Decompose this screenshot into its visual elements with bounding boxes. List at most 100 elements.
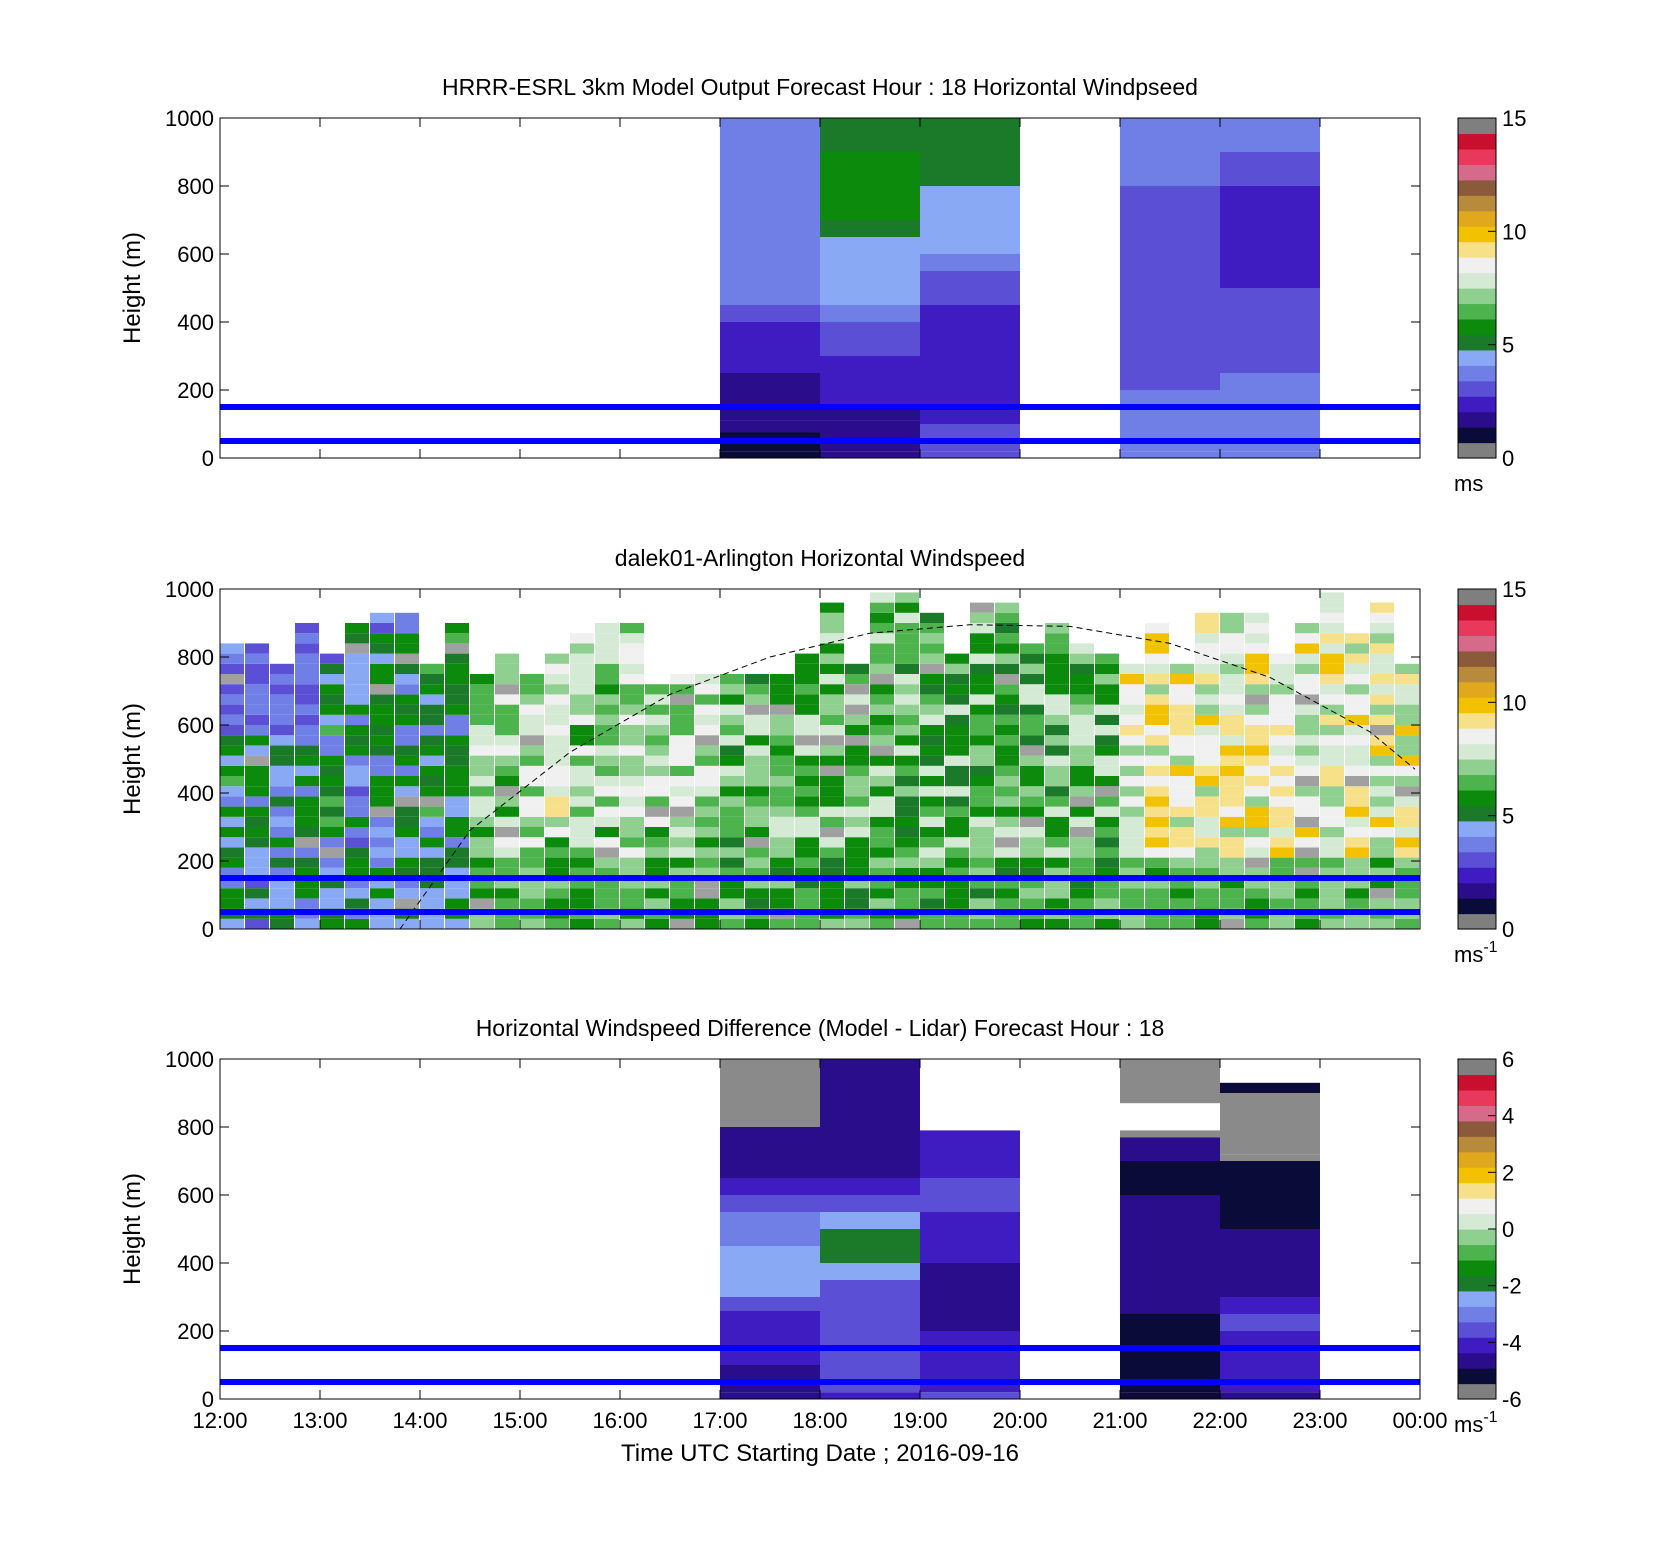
heatmap-cell <box>270 663 294 674</box>
heatmap-cell <box>220 918 244 929</box>
heatmap-cell <box>1295 878 1319 889</box>
heatmap-cell <box>1095 827 1119 838</box>
heatmap-cell <box>1120 1331 1220 1348</box>
heatmap-cell <box>395 725 419 736</box>
heatmap-cell <box>1295 653 1319 664</box>
heatmap-cell <box>320 684 344 695</box>
heatmap-cell <box>1345 643 1369 654</box>
y-tick-label: 600 <box>177 713 214 738</box>
heatmap-cell <box>695 714 719 725</box>
heatmap-cell <box>945 806 969 817</box>
heatmap-cell <box>495 827 519 838</box>
heatmap-cell <box>1270 867 1294 878</box>
heatmap-cell <box>745 796 769 807</box>
heatmap-cell <box>920 755 944 766</box>
heatmap-cell <box>1295 827 1319 838</box>
heatmap-cell <box>570 704 594 715</box>
heatmap-cell <box>1320 674 1344 685</box>
heatmap-cell <box>720 432 820 443</box>
heatmap-cell <box>320 704 344 715</box>
heatmap-cell <box>620 623 644 634</box>
heatmap-cell <box>595 663 619 674</box>
heatmap-cell <box>370 786 394 797</box>
heatmap-cell <box>320 714 344 725</box>
heatmap-cell <box>820 186 920 220</box>
y-tick-label: 800 <box>177 1115 214 1140</box>
heatmap-cell <box>645 735 669 746</box>
heatmap-cell <box>920 1212 1020 1229</box>
heatmap-cell <box>220 745 244 756</box>
heatmap-cell <box>1320 776 1344 787</box>
heatmap-cell <box>1220 776 1244 787</box>
heatmap-cell <box>1070 714 1094 725</box>
heatmap-cell <box>1145 837 1169 848</box>
heatmap-cell <box>395 684 419 695</box>
heatmap-cell <box>1120 816 1144 827</box>
heatmap-cell <box>295 725 319 736</box>
heatmap-cell <box>620 898 644 909</box>
heatmap-cell <box>295 765 319 776</box>
panel-difference-cells <box>720 1059 1320 1399</box>
heatmap-cell <box>870 623 894 634</box>
heatmap-cell <box>570 755 594 766</box>
heatmap-cell <box>1245 776 1269 787</box>
heatmap-cell <box>920 806 944 817</box>
heatmap-cell <box>920 1144 1020 1161</box>
heatmap-cell <box>720 1161 820 1178</box>
heatmap-cell <box>820 1365 920 1393</box>
heatmap-cell <box>920 1365 1020 1393</box>
heatmap-cell <box>445 867 469 878</box>
heatmap-cell <box>1195 684 1219 695</box>
colorbar-tick-label: 10 <box>1502 690 1526 715</box>
heatmap-cell <box>1020 888 1044 899</box>
heatmap-cell <box>345 786 369 797</box>
heatmap-cell <box>1345 684 1369 695</box>
heatmap-cell <box>445 806 469 817</box>
heatmap-cell <box>1220 674 1244 685</box>
heatmap-cell <box>545 837 569 848</box>
heatmap-cell <box>820 373 920 390</box>
heatmap-cell <box>495 765 519 776</box>
heatmap-cell <box>1395 776 1419 787</box>
heatmap-cell <box>1070 735 1094 746</box>
heatmap-cell <box>1095 888 1119 899</box>
heatmap-cell <box>270 827 294 838</box>
heatmap-cell <box>1020 735 1044 746</box>
heatmap-cell <box>245 898 269 909</box>
heatmap-cell <box>1345 745 1369 756</box>
heatmap-cell <box>945 653 969 664</box>
heatmap-cell <box>770 847 794 858</box>
heatmap-cell <box>245 694 269 705</box>
heatmap-cell <box>545 786 569 797</box>
heatmap-cell <box>520 857 544 868</box>
heatmap-cell <box>270 857 294 868</box>
heatmap-cell <box>1295 776 1319 787</box>
heatmap-cell <box>920 765 944 776</box>
heatmap-cell <box>720 776 744 787</box>
heatmap-cell <box>995 796 1019 807</box>
heatmap-cell <box>245 796 269 807</box>
heatmap-cell <box>1370 837 1394 848</box>
heatmap-cell <box>520 796 544 807</box>
heatmap-cell <box>220 765 244 776</box>
heatmap-cell <box>820 684 844 695</box>
heatmap-cell <box>1370 827 1394 838</box>
heatmap-cell <box>995 643 1019 654</box>
heatmap-cell <box>770 714 794 725</box>
heatmap-cell <box>595 827 619 838</box>
heatmap-cell <box>920 451 1020 458</box>
heatmap-cell <box>920 816 944 827</box>
heatmap-cell <box>1345 674 1369 685</box>
heatmap-cell <box>370 633 394 644</box>
heatmap-cell <box>820 1314 920 1331</box>
heatmap-cell <box>1395 684 1419 695</box>
heatmap-cell <box>245 837 269 848</box>
heatmap-cell <box>445 847 469 858</box>
heatmap-cell <box>895 663 919 674</box>
heatmap-cell <box>1370 888 1394 899</box>
heatmap-cell <box>1020 694 1044 705</box>
heatmap-cell <box>1120 918 1144 929</box>
heatmap-cell <box>945 837 969 848</box>
colorbar-segment <box>1458 226 1496 243</box>
heatmap-cell <box>895 623 919 634</box>
